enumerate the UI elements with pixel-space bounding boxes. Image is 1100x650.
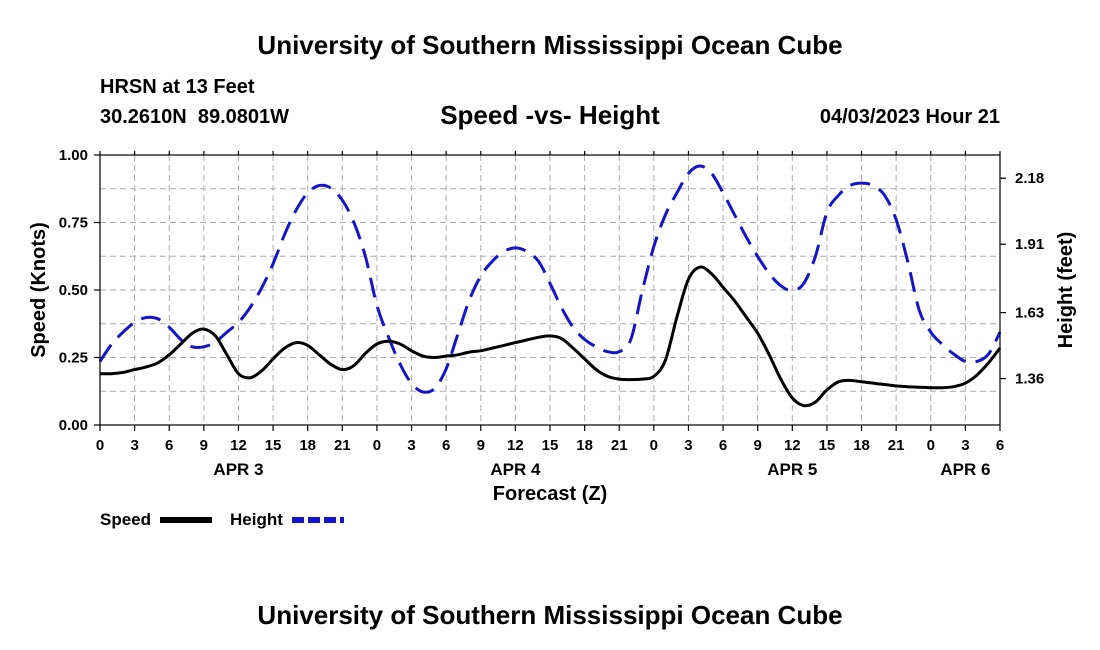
day-label: APR 5 bbox=[767, 460, 817, 479]
x-axis-label: Forecast (Z) bbox=[493, 483, 607, 505]
series-lines bbox=[98, 164, 1002, 408]
height-series-line bbox=[98, 164, 1002, 394]
station-coordinates: 30.2610N 89.0801W bbox=[100, 106, 290, 128]
forecast-datetime: 04/03/2023 Hour 21 bbox=[819, 106, 1000, 128]
x-tick-label: 18 bbox=[853, 437, 870, 454]
y-tick-label: 0.25 bbox=[59, 350, 88, 367]
y-tick-label: 0.00 bbox=[59, 417, 88, 434]
x-tick-label: 21 bbox=[611, 437, 628, 454]
x-tick-label: 18 bbox=[576, 437, 593, 454]
x-tick-label: 12 bbox=[784, 437, 801, 454]
x-tick-label: 18 bbox=[299, 437, 316, 454]
x-tick-label: 6 bbox=[719, 437, 727, 454]
x-tick-label: 6 bbox=[442, 437, 450, 454]
x-tick-label: 21 bbox=[334, 437, 351, 454]
chart-title: Speed -vs- Height bbox=[440, 100, 660, 130]
legend-height-label: Height bbox=[230, 510, 283, 529]
x-tick-label: 9 bbox=[754, 437, 762, 454]
x-tick-label: 12 bbox=[230, 437, 247, 454]
x-tick-label: 12 bbox=[507, 437, 524, 454]
y2-tick-label: 2.18 bbox=[1015, 170, 1044, 187]
day-label: APR 4 bbox=[490, 460, 541, 479]
y-axis-label: Speed (Knots) bbox=[28, 222, 50, 358]
x-tick-label: 3 bbox=[684, 437, 692, 454]
x-tick-label: 3 bbox=[130, 437, 138, 454]
legend-speed-label: Speed bbox=[100, 510, 151, 529]
x-tick-label: 15 bbox=[819, 437, 836, 454]
x-tick-label: 9 bbox=[200, 437, 208, 454]
x-tick-label: 9 bbox=[477, 437, 485, 454]
x-tick-label: 15 bbox=[542, 437, 559, 454]
y-tick-label: 0.50 bbox=[59, 282, 88, 299]
y2-tick-label: 1.91 bbox=[1015, 236, 1044, 253]
x-tick-label: 3 bbox=[961, 437, 969, 454]
axis-ticks: 0 3 6 9 12 15 18 21 0 3 6 9 12 15 18 21 0 3 6 9 12 15 18 21 0 3 6 0… bbox=[59, 147, 1044, 479]
grid-lines bbox=[99, 155, 1001, 425]
footer-title: University of Southern Mississippi Ocean… bbox=[257, 600, 843, 630]
y-tick-label: 0.75 bbox=[59, 215, 88, 232]
y-tick-label: 1.00 bbox=[59, 147, 88, 164]
legend: Speed Height bbox=[100, 510, 344, 529]
station-label: HRSN at 13 Feet bbox=[100, 76, 255, 98]
x-tick-label: 0 bbox=[373, 437, 381, 454]
x-tick-label: 6 bbox=[165, 437, 173, 454]
x-tick-label: 15 bbox=[265, 437, 282, 454]
y2-tick-label: 1.36 bbox=[1015, 371, 1044, 388]
x-tick-label: 0 bbox=[927, 437, 935, 454]
y2-tick-label: 1.63 bbox=[1015, 305, 1044, 322]
x-tick-label: 6 bbox=[996, 437, 1004, 454]
speed-series-line bbox=[99, 265, 1002, 408]
y2-axis-label: Height (feet) bbox=[1055, 232, 1077, 349]
x-tick-label: 0 bbox=[96, 437, 104, 454]
page-title: University of Southern Mississippi Ocean… bbox=[257, 30, 843, 60]
day-label: APR 6 bbox=[940, 460, 990, 479]
x-tick-label: 21 bbox=[888, 437, 905, 454]
x-tick-label: 0 bbox=[650, 437, 658, 454]
x-tick-label: 3 bbox=[407, 437, 415, 454]
day-label: APR 3 bbox=[213, 460, 263, 479]
